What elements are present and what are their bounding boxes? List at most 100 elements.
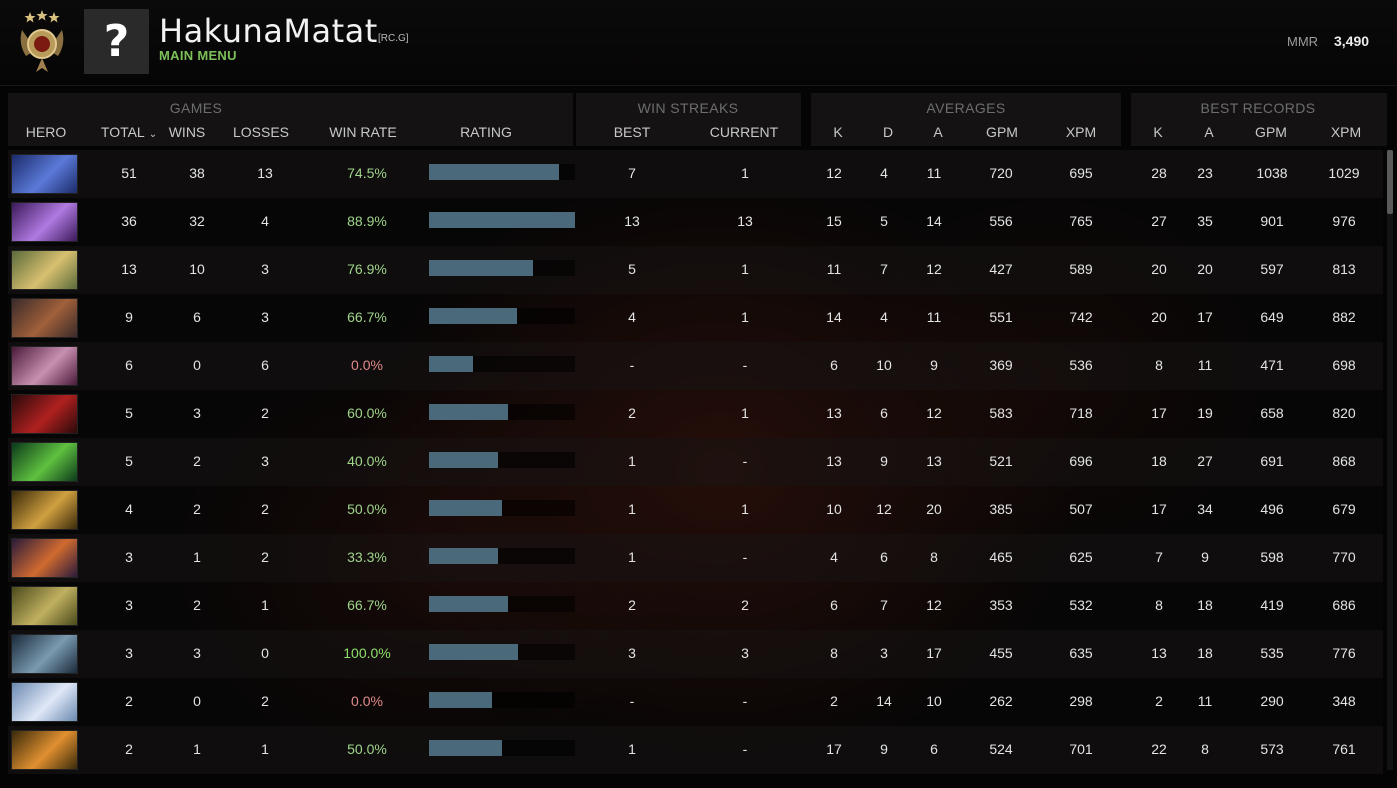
avg-xpm-cell: 625	[1069, 549, 1093, 565]
avg-gpm-cell: 353	[989, 597, 1013, 613]
table-row[interactable]: 2 0 2 0.0% - - 2 14 10 262 298 2 11 290 348	[8, 678, 1383, 726]
scrollbar[interactable]	[1387, 150, 1393, 770]
record-xpm-cell: 770	[1332, 549, 1356, 565]
table-row[interactable]: 3 2 1 66.7% 2 2 6 7 12 353 532 8 18 419 686	[8, 582, 1383, 630]
avg-xpm-cell: 507	[1069, 501, 1093, 517]
scroll-thumb[interactable]	[1387, 150, 1393, 214]
hero-portrait-icon[interactable]	[11, 394, 78, 434]
record-assists-cell: 11	[1197, 357, 1213, 373]
avg-kills-cell: 14	[826, 309, 842, 325]
hero-portrait-icon[interactable]	[11, 682, 78, 722]
hero-portrait-icon[interactable]	[11, 730, 78, 770]
column-record-gpm[interactable]: GPM	[1255, 124, 1287, 140]
table-row[interactable]: 4 2 2 50.0% 1 1 10 12 20 385 507 17 34 496 679	[8, 486, 1383, 534]
main-menu-link[interactable]: MAIN MENU	[159, 48, 237, 63]
table-row[interactable]: 3 1 2 33.3% 1 - 4 6 8 465 625 7 9 598 770	[8, 534, 1383, 582]
avg-kills-cell: 4	[830, 549, 838, 565]
avatar[interactable]: ?	[84, 9, 149, 74]
avg-assists-cell: 9	[930, 357, 938, 373]
current-streak-cell: 1	[741, 261, 749, 277]
table-row[interactable]: 5 2 3 40.0% 1 - 13 9 13 521 696 18 27 691 868	[8, 438, 1383, 486]
table-row[interactable]: 2 1 1 50.0% 1 - 17 9 6 524 701 22 8 573 761	[8, 726, 1383, 774]
win-streaks-header-panel	[576, 93, 801, 146]
table-row[interactable]: 36 32 4 88.9% 13 13 15 5 14 556 765 27 35 901 976	[8, 198, 1383, 246]
games-losses-cell: 3	[261, 309, 269, 325]
avg-xpm-cell: 536	[1069, 357, 1093, 373]
table-row[interactable]: 3 3 0 100.0% 3 3 8 3 17 455 635 13 18 535 776	[8, 630, 1383, 678]
hero-portrait-icon[interactable]	[11, 250, 78, 290]
column-avg-xpm[interactable]: XPM	[1065, 124, 1097, 140]
games-wins-cell: 0	[193, 693, 201, 709]
column-record-xpm[interactable]: XPM	[1330, 124, 1362, 140]
column-total[interactable]: TOTAL ⌄	[101, 124, 157, 140]
rating-bar	[429, 212, 575, 228]
games-wins-cell: 2	[193, 597, 201, 613]
column-win-rate[interactable]: WIN RATE	[329, 124, 397, 140]
games-wins-cell: 38	[189, 165, 205, 181]
table-row[interactable]: 9 6 3 66.7% 4 1 14 4 11 551 742 20 17 649 882	[8, 294, 1383, 342]
table-row[interactable]: 13 10 3 76.9% 5 1 11 7 12 427 589 20 20 597 813	[8, 246, 1383, 294]
record-assists-cell: 27	[1197, 453, 1213, 469]
column-wins[interactable]: WINS	[168, 124, 206, 140]
record-kills-cell: 17	[1151, 501, 1167, 517]
column-record-kills[interactable]: K	[1153, 124, 1163, 140]
record-assists-cell: 35	[1197, 213, 1213, 229]
best-streak-cell: 7	[628, 165, 636, 181]
hero-portrait-icon[interactable]	[11, 298, 78, 338]
avg-xpm-cell: 696	[1069, 453, 1093, 469]
record-gpm-cell: 649	[1260, 309, 1284, 325]
win-rate-cell: 100.0%	[343, 645, 391, 661]
record-kills-cell: 2	[1155, 693, 1163, 709]
table-row[interactable]: 5 3 2 60.0% 2 1 13 6 12 583 718 17 19 658 820	[8, 390, 1383, 438]
win-rate-cell: 88.9%	[347, 213, 387, 229]
avg-deaths-cell: 7	[880, 597, 888, 613]
averages-group-title: AVERAGES	[926, 100, 1006, 116]
column-avg-gpm[interactable]: GPM	[986, 124, 1018, 140]
record-assists-cell: 8	[1201, 741, 1209, 757]
hero-portrait-icon[interactable]	[11, 442, 78, 482]
avg-xpm-cell: 701	[1069, 741, 1093, 757]
column-best-streak[interactable]: BEST	[613, 124, 651, 140]
hero-portrait-icon[interactable]	[11, 154, 78, 194]
avg-deaths-cell: 14	[876, 693, 892, 709]
column-avg-deaths[interactable]: D	[882, 124, 894, 140]
record-xpm-cell: 1029	[1328, 165, 1360, 181]
record-gpm-cell: 535	[1260, 645, 1284, 661]
games-wins-cell: 10	[189, 261, 205, 277]
current-streak-cell: -	[742, 549, 748, 565]
column-avg-kills[interactable]: K	[833, 124, 843, 140]
win-rate-cell: 0.0%	[351, 693, 383, 709]
games-header-panel	[8, 93, 573, 146]
record-assists-cell: 9	[1201, 549, 1209, 565]
avg-assists-cell: 8	[930, 549, 938, 565]
table-row[interactable]: 51 38 13 74.5% 7 1 12 4 11 720 695 28 23 1038 1029	[8, 150, 1383, 198]
games-losses-cell: 1	[261, 597, 269, 613]
hero-portrait-icon[interactable]	[11, 586, 78, 626]
avg-kills-cell: 6	[830, 597, 838, 613]
current-streak-cell: 1	[741, 405, 749, 421]
column-current-streak[interactable]: CURRENT	[709, 124, 779, 140]
hero-portrait-icon[interactable]	[11, 538, 78, 578]
record-gpm-cell: 1038	[1256, 165, 1288, 181]
column-avg-assists[interactable]: A	[933, 124, 943, 140]
hero-portrait-icon[interactable]	[11, 634, 78, 674]
column-record-assists[interactable]: A	[1204, 124, 1214, 140]
avg-gpm-cell: 583	[989, 405, 1013, 421]
column-hero[interactable]: HERO	[25, 124, 67, 140]
games-wins-cell: 2	[193, 453, 201, 469]
table-row[interactable]: 6 0 6 0.0% - - 6 10 9 369 536 8 11 471 698	[8, 342, 1383, 390]
column-losses[interactable]: LOSSES	[232, 124, 290, 140]
profile-header: ? HakunaMatat [RC.G] MAIN MENU MMR 3,490	[0, 0, 1397, 86]
games-losses-cell: 2	[261, 501, 269, 517]
games-total-cell: 2	[125, 693, 133, 709]
best-streak-cell: 1	[628, 501, 636, 517]
hero-portrait-icon[interactable]	[11, 490, 78, 530]
hero-portrait-icon[interactable]	[11, 202, 78, 242]
column-rating[interactable]: RATING	[460, 124, 512, 140]
hero-portrait-icon[interactable]	[11, 346, 78, 386]
record-kills-cell: 27	[1151, 213, 1167, 229]
record-xpm-cell: 698	[1332, 357, 1356, 373]
avg-gpm-cell: 385	[989, 501, 1013, 517]
current-streak-cell: -	[742, 357, 748, 373]
